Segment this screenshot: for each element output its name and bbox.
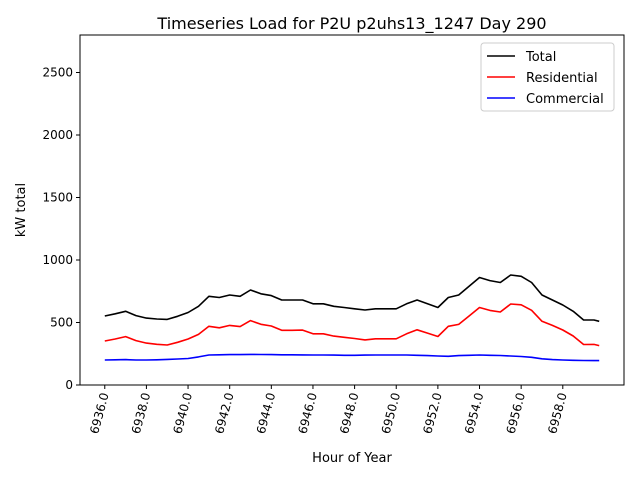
series-line-commercial xyxy=(104,353,600,362)
x-tick-label: 6954.0 xyxy=(462,391,486,435)
legend-label-total: Total xyxy=(525,50,556,65)
legend-box xyxy=(480,42,615,112)
y-tick-label: 0 xyxy=(65,378,73,392)
y-axis-label: kW total xyxy=(14,183,29,237)
x-tick-label: 6958.0 xyxy=(545,391,569,435)
x-tick-label: 6948.0 xyxy=(337,391,361,435)
x-tick-label: 6942.0 xyxy=(212,391,236,435)
x-tick-label: 6956.0 xyxy=(504,391,528,435)
x-tick-label: 6936.0 xyxy=(87,391,111,435)
x-axis-label: Hour of Year xyxy=(312,451,392,466)
x-tick-label: 6950.0 xyxy=(379,391,403,435)
legend-label-residential: Residential xyxy=(526,71,598,86)
series-line-residential xyxy=(104,303,600,347)
y-tick-label: 2500 xyxy=(42,66,73,80)
y-tick-label: 500 xyxy=(50,316,73,330)
series-line-total xyxy=(104,274,600,323)
legend: Total Residential Commercial xyxy=(480,42,615,112)
legend-label-commercial: Commercial xyxy=(526,92,604,107)
x-tick-label: 6952.0 xyxy=(420,391,444,435)
y-tick-label: 2000 xyxy=(42,128,73,142)
chart-title: Timeseries Load for P2U p2uhs13_1247 Day… xyxy=(156,14,546,34)
x-tick-label: 6940.0 xyxy=(171,391,195,435)
y-tick-label: 1000 xyxy=(42,253,73,267)
y-tick-label: 1500 xyxy=(42,191,73,205)
plot-frame xyxy=(79,34,625,386)
x-tick-label: 6944.0 xyxy=(254,391,278,435)
x-tick-label: 6946.0 xyxy=(295,391,319,435)
x-tick-label: 6938.0 xyxy=(129,391,153,435)
